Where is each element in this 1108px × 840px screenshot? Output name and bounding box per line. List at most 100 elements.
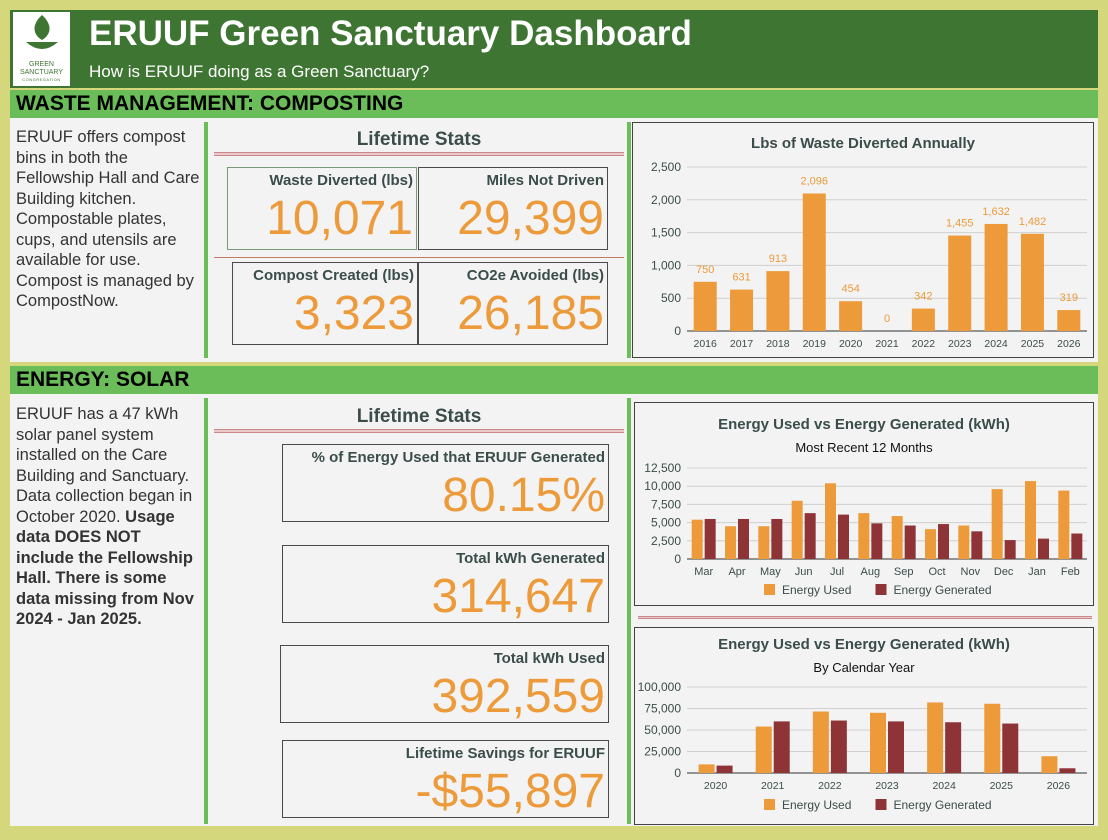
y-tick-label: 75,000	[644, 702, 681, 716]
x-tick-label: Dec	[994, 566, 1014, 578]
page-title: ERUUF Green Sanctuary Dashboard	[89, 14, 692, 53]
x-tick-label: Nov	[961, 566, 981, 578]
yearly-energy-chart: Energy Used vs Energy Generated (kWh) By …	[634, 627, 1094, 825]
x-tick-label: 2016	[694, 338, 718, 350]
legend-label: Energy Generated	[894, 798, 992, 812]
bar	[812, 711, 829, 773]
bar	[773, 721, 790, 773]
energy-stats-title: Lifetime Stats	[356, 406, 482, 427]
divider	[627, 398, 631, 824]
stat-total-kwh-used: Total kWh Used 392,559	[280, 645, 609, 723]
bar	[758, 526, 770, 559]
section-title-energy: ENERGY: SOLAR	[10, 366, 1098, 394]
data-label: 319	[1060, 292, 1078, 304]
legend-label: Energy Generated	[894, 583, 992, 597]
y-tick-label: 0	[674, 552, 681, 566]
y-tick-label: 500	[661, 291, 681, 305]
bar	[691, 519, 703, 559]
bar	[1025, 481, 1036, 559]
divider	[214, 152, 624, 156]
bar	[1058, 490, 1070, 559]
bar	[791, 500, 803, 559]
x-tick-label: Mar	[694, 566, 713, 578]
bar	[704, 518, 716, 559]
y-tick-label: 7,500	[651, 497, 681, 511]
divider	[204, 398, 208, 824]
legend-swatch	[875, 584, 887, 595]
stat-miles-not-driven: Miles Not Driven 29,399	[418, 167, 608, 250]
y-tick-label: 12,500	[644, 461, 681, 475]
bar	[938, 524, 949, 559]
bar	[693, 281, 717, 331]
bar	[839, 301, 863, 331]
data-label: 1,455	[946, 218, 974, 230]
x-tick-label: 2026	[1047, 780, 1071, 792]
bar	[698, 764, 715, 773]
legend-swatch	[875, 799, 887, 810]
x-tick-label: 2020	[704, 780, 728, 792]
divider	[204, 122, 208, 358]
y-tick-label: 1,000	[651, 258, 681, 272]
y-tick-label: 2,000	[651, 193, 681, 207]
x-tick-label: 2024	[932, 780, 956, 792]
x-tick-label: 2017	[730, 338, 754, 350]
y-tick-label: 2,500	[651, 160, 681, 174]
data-label: 454	[841, 283, 859, 295]
stat-waste-diverted: Waste Diverted (lbs) 10,071	[227, 167, 417, 250]
x-tick-label: Oct	[928, 566, 945, 578]
bar	[991, 489, 1003, 559]
stat-percent-generated: % of Energy Used that ERUUF Generated 80.…	[282, 444, 609, 522]
y-tick-label: 2,500	[651, 534, 681, 548]
x-tick-label: 2025	[990, 780, 1014, 792]
bar	[1057, 310, 1081, 331]
bar	[945, 722, 962, 773]
data-label: 1,632	[982, 206, 1010, 218]
x-tick-label: 2024	[984, 338, 1008, 350]
bar	[730, 289, 754, 331]
x-tick-label: Sep	[894, 566, 914, 578]
chart-title: Energy Used vs Energy Generated (kWh)	[718, 636, 1010, 653]
page-subtitle: How is ERUUF doing as a Green Sanctuary?	[89, 62, 430, 81]
bar	[825, 483, 836, 559]
chart-title: Energy Used vs Energy Generated (kWh)	[718, 416, 1010, 433]
legend-swatch	[764, 584, 775, 595]
stat-co2e-avoided: CO2e Avoided (lbs) 26,185	[418, 262, 608, 345]
legend-swatch	[764, 799, 775, 810]
bar	[802, 193, 826, 331]
bar	[830, 720, 847, 773]
x-tick-label: 2026	[1057, 338, 1081, 350]
bar	[870, 712, 886, 773]
bar	[891, 516, 903, 559]
x-tick-label: 2022	[912, 338, 936, 350]
energy-description: ERUUF has a 47 kWh solar panel system in…	[16, 405, 194, 628]
data-label: 750	[696, 264, 714, 276]
y-tick-label: 100,000	[638, 680, 682, 694]
chart-title: Lbs of Waste Diverted Annually	[751, 135, 976, 152]
x-tick-label: Jun	[795, 566, 813, 578]
bar	[871, 523, 883, 559]
chart-subtitle: Most Recent 12 Months	[795, 440, 933, 455]
data-label: 631	[732, 272, 750, 284]
x-tick-label: 2022	[818, 780, 842, 792]
x-tick-label: Apr	[728, 566, 745, 578]
y-tick-label: 25,000	[644, 745, 681, 759]
x-tick-label: 2025	[1021, 338, 1045, 350]
bar	[804, 513, 816, 559]
x-tick-label: 2018	[766, 338, 790, 350]
x-tick-label: 2019	[803, 338, 827, 350]
section-title-waste: WASTE MANAGEMENT: COMPOSTING	[10, 90, 1098, 118]
bar	[766, 271, 790, 331]
divider	[214, 257, 624, 258]
bar	[738, 518, 749, 559]
data-label: 0	[884, 313, 890, 325]
bar	[1041, 756, 1058, 773]
green-sanctuary-logo: GREEN SANCTUARY CONGREGATION	[13, 12, 70, 86]
bar	[1071, 533, 1083, 559]
bar	[1004, 540, 1016, 559]
bar	[984, 223, 1008, 331]
divider	[627, 122, 631, 358]
x-tick-label: 2023	[875, 780, 899, 792]
bar	[958, 525, 970, 559]
x-tick-label: Jul	[830, 566, 844, 578]
waste-chart: Lbs of Waste Diverted Annually 0 500 1,000 1…	[632, 122, 1094, 358]
